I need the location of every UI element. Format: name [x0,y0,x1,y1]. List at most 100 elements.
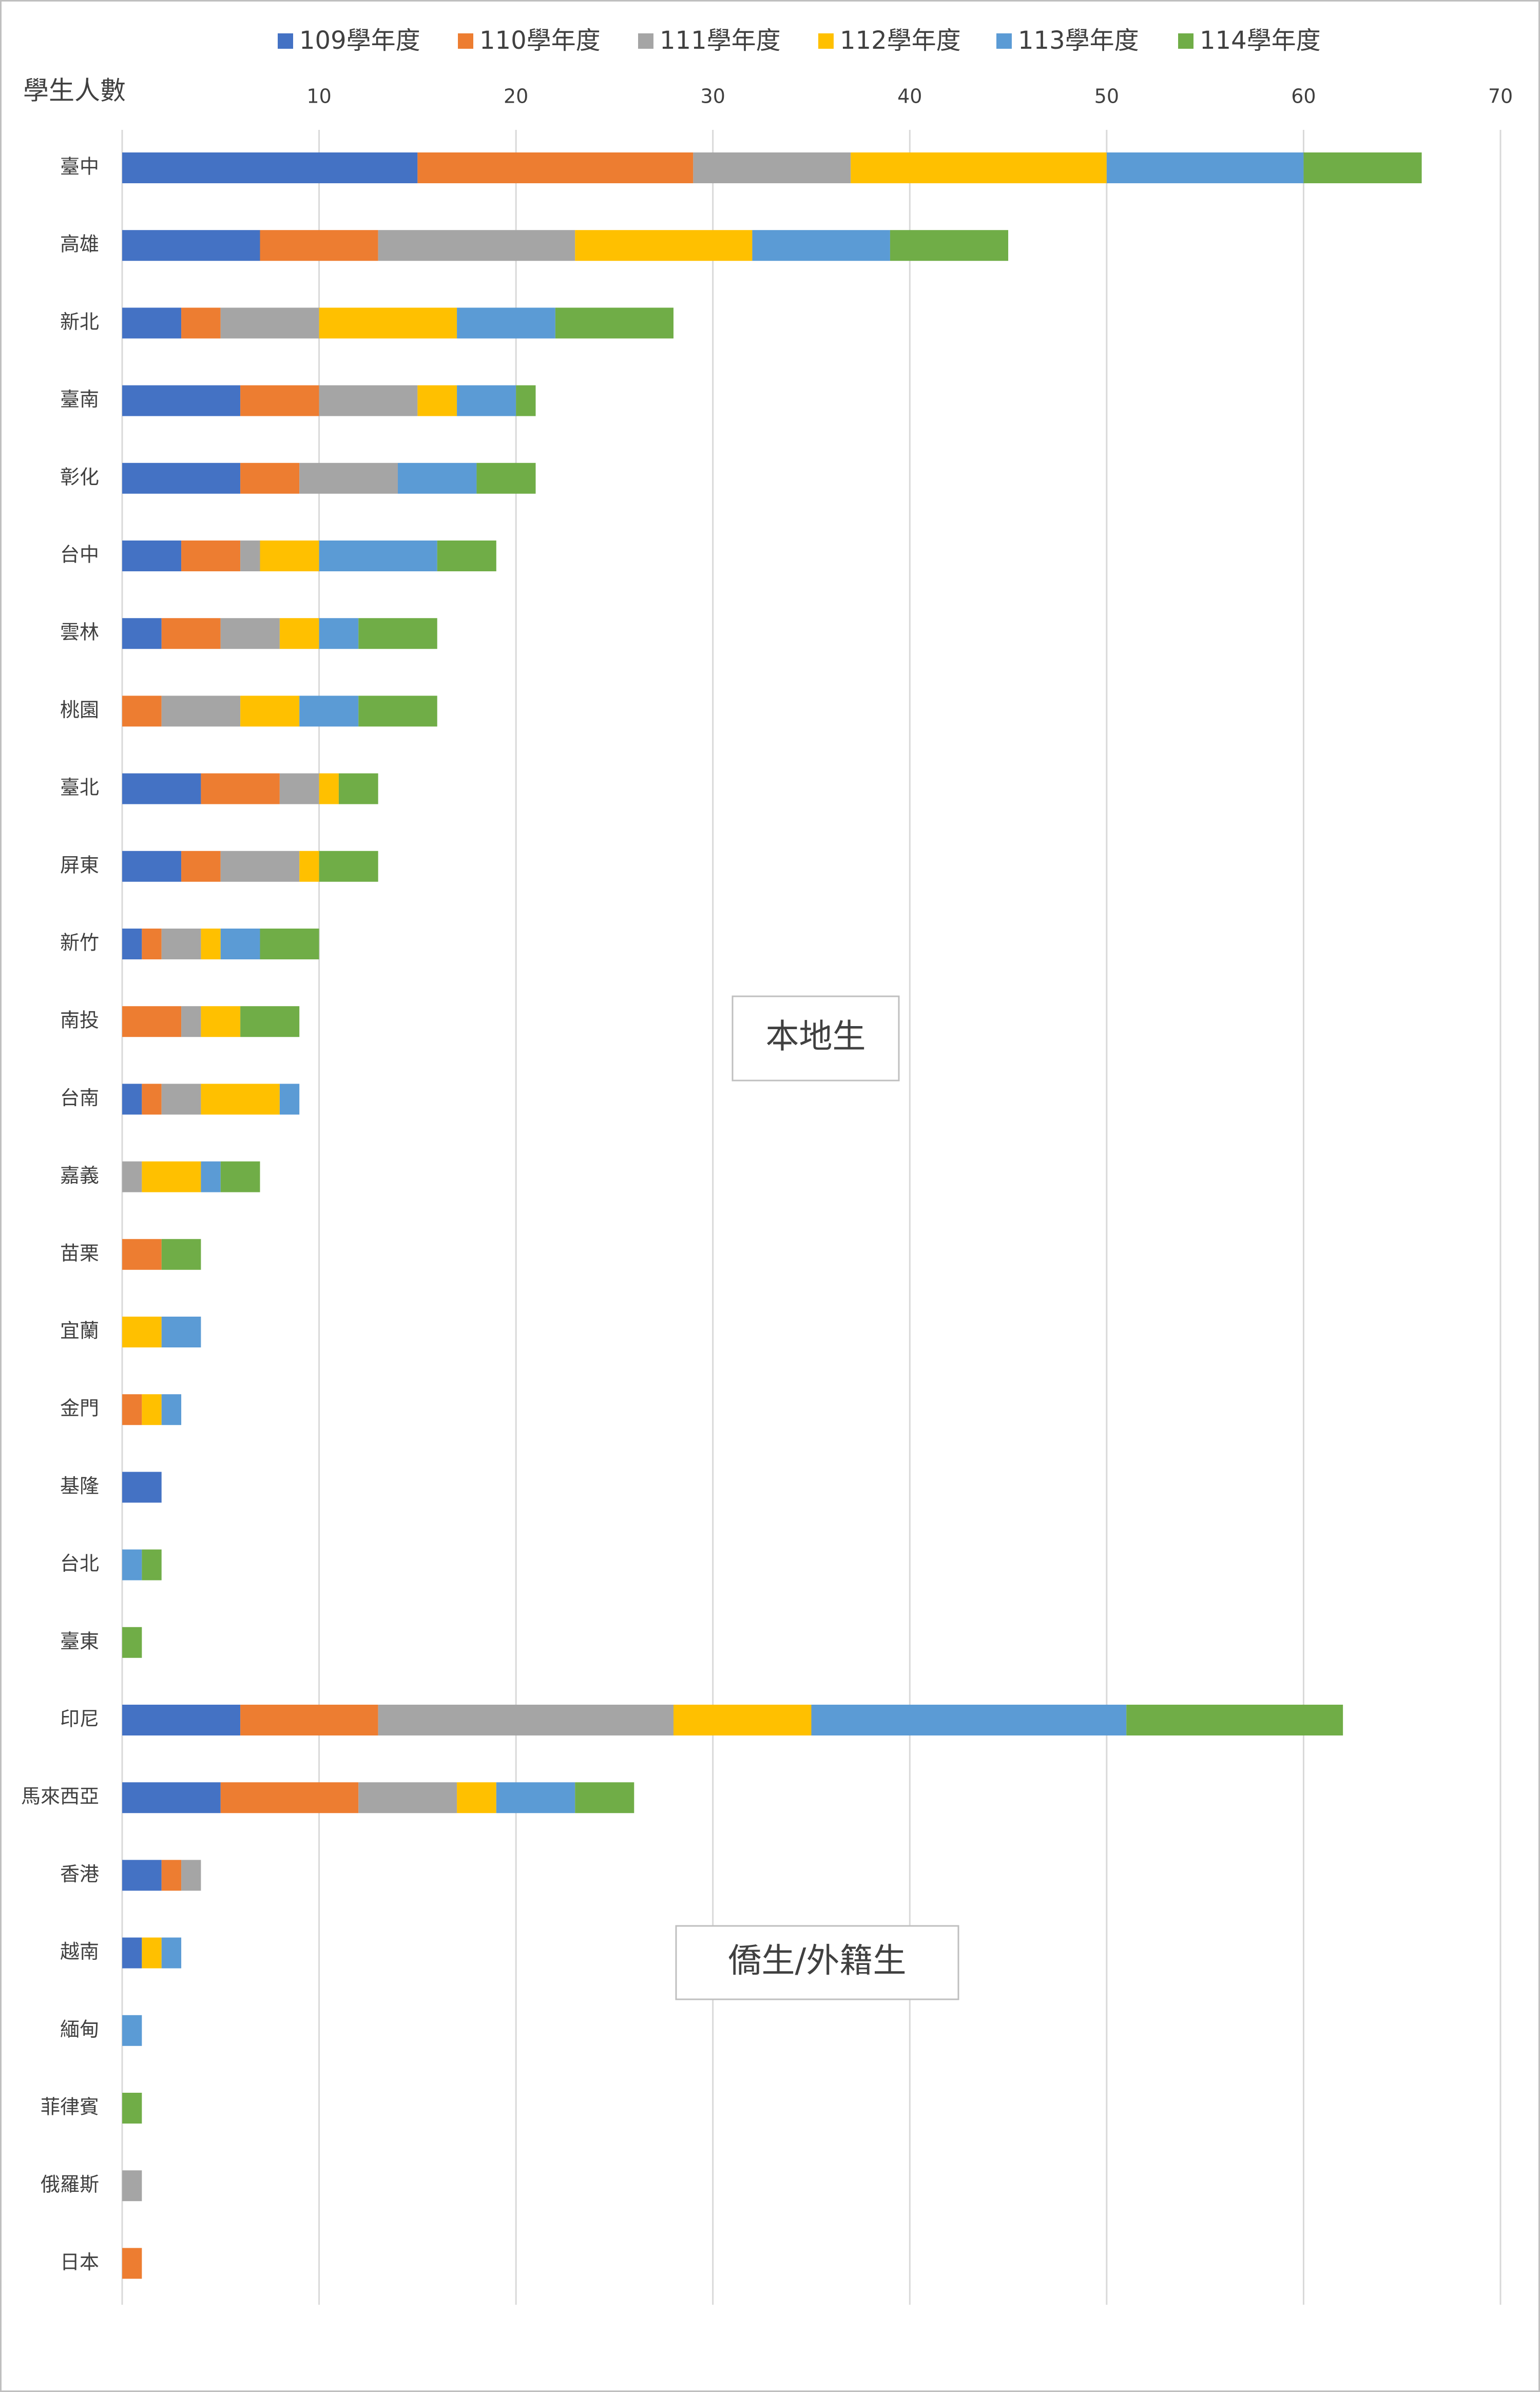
bar-segment [260,230,378,261]
bar-segment [358,696,437,727]
bar-segment [240,696,300,727]
bar-segment [378,230,575,261]
legend-label: 110學年度 [479,26,601,55]
legend-label: 113學年度 [1018,26,1139,55]
bar-segment [201,1006,241,1037]
bar-segment [181,1860,201,1891]
bar-segment [181,851,221,882]
y-tick-label: 彰化 [60,466,99,488]
bar-segment [220,618,280,649]
bar-segment [319,385,418,416]
bar-segment [142,1084,162,1115]
bar-segment [122,230,260,261]
bar-segment [161,1937,182,1969]
legend-swatch [278,33,293,49]
bar-segment [457,1782,496,1814]
bar-segment [1126,1705,1343,1735]
y-tick-label: 苗栗 [60,1242,99,1264]
bar-segment [358,1782,457,1814]
y-tick-label: 新竹 [60,932,99,954]
bar-segment [161,1394,182,1425]
bar-segment [161,1317,201,1347]
bar-segment [142,929,162,959]
bar-segment [575,230,753,261]
y-tick-label: 日本 [60,2251,99,2273]
x-tick-label: 10 [306,85,331,108]
bar-segment [890,230,1009,261]
bar-segment [122,1549,142,1580]
y-tick-label: 臺中 [60,156,99,178]
annotation: 本地生 [765,1017,865,1056]
bar-segment [161,618,221,649]
bar-segment [122,1860,162,1891]
bar-segment [240,1705,378,1735]
bar-segment [240,541,260,571]
bar-segment [122,618,162,649]
legend-label: 114學年度 [1200,26,1321,55]
bar-segment [319,307,457,339]
bar-segment [122,1239,162,1270]
bar-segment [319,773,339,804]
legend-swatch [638,33,653,49]
bar-segment [220,1161,260,1192]
bar-segment [319,618,359,649]
y-tick-label: 越南 [60,1940,99,1963]
bar-segment [299,851,319,882]
bar-segment [122,1394,142,1425]
bar-segment [122,2248,142,2279]
bar-segment [240,1006,300,1037]
y-tick-label: 高雄 [60,233,99,256]
annotation-box [732,995,900,1082]
x-tick-label: 40 [897,85,922,108]
bar-segment [417,385,457,416]
y-tick-label: 南投 [60,1009,99,1032]
bar-segment [181,1006,201,1037]
bar-segment [752,230,890,261]
y-tick-label: 印尼 [60,1708,99,1730]
bar-segment [260,929,319,959]
bar-segment [338,773,378,804]
y-tick-label: 雲林 [60,621,99,644]
axis-title: 學生人數 [23,76,126,106]
bar-segment [220,307,319,339]
bar-segment [161,1239,201,1270]
bar-segment [201,1084,280,1115]
y-tick-label: 屏東 [60,854,99,876]
bar-segment [299,462,398,494]
bar-segment [122,1782,221,1814]
legend-label: 111學年度 [660,26,781,55]
legend-swatch [996,33,1012,49]
bar-segment [457,307,555,339]
y-tick-label: 臺南 [60,388,99,411]
bar-segment [358,618,437,649]
bar-segment [398,462,477,494]
bar-segment [122,1472,162,1503]
bar-segment [851,152,1107,183]
y-tick-label: 緬甸 [60,2018,99,2040]
y-tick-label: 俄羅斯 [41,2173,99,2196]
bar-segment [378,1705,673,1735]
bar-segment [299,696,359,727]
bar-segment [240,462,300,494]
x-tick-label: 70 [1488,85,1513,108]
bar-segment [279,618,319,649]
x-tick-label: 50 [1094,85,1119,108]
bar-segment [260,541,319,571]
bar-segment [122,1084,142,1115]
bar-segment [201,773,280,804]
bar-segment [122,385,241,416]
y-tick-label: 嘉義 [60,1164,99,1187]
legend-swatch [1178,33,1194,49]
bar-segment [122,696,162,727]
bar-segment [122,1627,142,1658]
bar-segment [142,1937,162,1969]
y-tick-label: 桃園 [60,699,99,721]
legend-swatch [458,33,473,49]
bar-segment [220,1782,359,1814]
bar-segment [122,1161,142,1192]
y-tick-label: 臺東 [60,1630,99,1652]
bar-segment [122,541,182,571]
bar-segment [122,2170,142,2202]
y-tick-label: 基隆 [60,1475,99,1497]
